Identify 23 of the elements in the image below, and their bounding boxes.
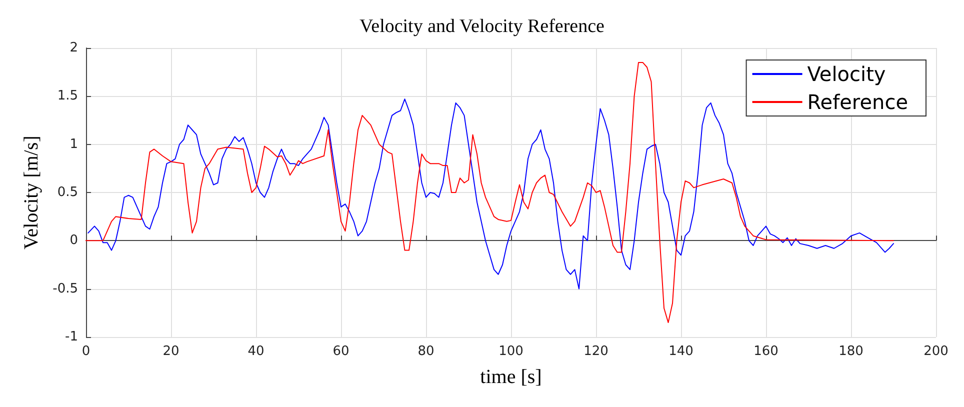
x-tick-label: 100 (498, 344, 524, 359)
x-tick-label: 60 (332, 344, 350, 359)
y-tick-label: 0 (70, 233, 78, 248)
x-tick-label: 80 (418, 344, 434, 359)
x-tick-label: 140 (668, 344, 694, 359)
x-tick-label: 0 (82, 344, 90, 359)
y-tick-label: 0.5 (57, 185, 78, 200)
x-tick-label: 180 (838, 344, 864, 359)
y-axis-title: Velocity [m/s] (20, 136, 43, 250)
y-tick-label: -0.5 (52, 281, 78, 296)
x-axis-title: time [s] (480, 366, 542, 388)
chart-title: Velocity and Velocity Reference (360, 16, 604, 37)
y-tick-label: -1 (65, 330, 78, 344)
y-tick-label: 1 (70, 136, 78, 152)
y-tick-label: 1.5 (57, 88, 78, 104)
x-tick-label: 160 (754, 344, 778, 359)
legend-label: Velocity (807, 62, 886, 86)
x-tick-label: 40 (248, 344, 264, 359)
x-tick-label: 120 (584, 344, 608, 359)
x-tick-label: 20 (162, 344, 180, 359)
y-tick-label: 2 (70, 40, 78, 56)
x-tick-label: 200 (924, 344, 948, 359)
legend-label: Reference (807, 90, 908, 114)
